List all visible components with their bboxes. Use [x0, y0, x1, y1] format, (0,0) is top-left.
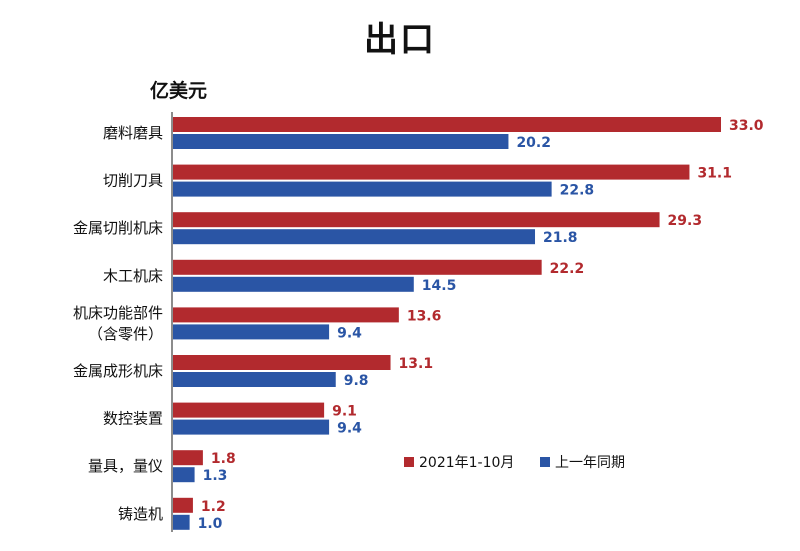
- value-label-current-6: 9.1: [332, 404, 357, 420]
- value-label-prior-5: 9.8: [344, 373, 369, 389]
- value-label-prior-1: 22.8: [560, 183, 595, 199]
- labels-layer: 33.0 20.2 磨料磨具 31.1 22.8 切削刀具 29.3 21.8 金属切削机床 22…: [73, 118, 764, 532]
- value-label-prior-0: 20.2: [516, 135, 551, 151]
- bar-current-1: [173, 164, 690, 180]
- bar-prior-0: [173, 134, 509, 149]
- bar-current-4: [173, 307, 399, 323]
- category-label-3: 木工机床: [103, 267, 163, 285]
- value-label-prior-7: 1.3: [203, 468, 228, 484]
- category-label-0: 磨料磨具: [103, 124, 163, 142]
- bar-prior-1: [173, 181, 552, 197]
- bar-current-6: [173, 402, 325, 418]
- value-label-current-3: 22.2: [550, 261, 585, 277]
- value-label-prior-4: 9.4: [337, 325, 362, 341]
- value-label-prior-6: 9.4: [337, 421, 362, 437]
- bar-current-2: [173, 212, 660, 228]
- category-label-4-line1: （含零件）: [88, 325, 163, 343]
- category-label-2: 金属切削机床: [73, 219, 163, 237]
- bar-prior-6: [173, 419, 330, 435]
- legend-label-prior: 上一年同期: [555, 455, 625, 471]
- value-label-prior-3: 14.5: [422, 278, 457, 294]
- unit-label: 亿美元: [150, 80, 208, 102]
- category-label-7: 量具，量仪: [88, 457, 163, 475]
- bar-prior-3: [173, 276, 414, 292]
- category-label-1: 切削刀具: [103, 172, 163, 190]
- bar-prior-8: [173, 514, 190, 530]
- bar-prior-7: [173, 467, 195, 483]
- bar-current-3: [173, 259, 542, 275]
- category-label-8: 铸造机: [118, 505, 163, 523]
- legend: 2021年1-10月 上一年同期: [404, 455, 625, 471]
- chart-title: 出口: [364, 20, 436, 60]
- bar-current-0: [173, 117, 721, 132]
- value-label-current-5: 13.1: [399, 356, 434, 372]
- value-label-current-0: 33.0: [729, 118, 764, 134]
- value-label-prior-8: 1.0: [198, 516, 223, 532]
- category-label-5: 金属成形机床: [73, 362, 163, 380]
- value-label-prior-2: 21.8: [543, 230, 578, 246]
- value-label-current-4: 13.6: [407, 308, 442, 324]
- value-label-current-8: 1.2: [201, 499, 226, 515]
- bar-prior-4: [173, 324, 330, 340]
- legend-swatch-current: [404, 457, 414, 467]
- bar-prior-2: [173, 229, 536, 245]
- category-label-4-line0: 机床功能部件: [73, 304, 163, 322]
- legend-label-current: 2021年1-10月: [419, 455, 514, 471]
- bars-layer: [173, 117, 721, 530]
- value-label-current-1: 31.1: [697, 166, 732, 182]
- bar-current-8: [173, 497, 193, 513]
- category-label-6: 数控装置: [103, 410, 163, 428]
- value-label-current-2: 29.3: [668, 213, 703, 229]
- legend-swatch-prior: [540, 457, 550, 467]
- bar-current-5: [173, 355, 391, 370]
- value-label-current-7: 1.8: [211, 451, 236, 467]
- bar-current-7: [173, 450, 203, 466]
- bar-prior-5: [173, 372, 336, 387]
